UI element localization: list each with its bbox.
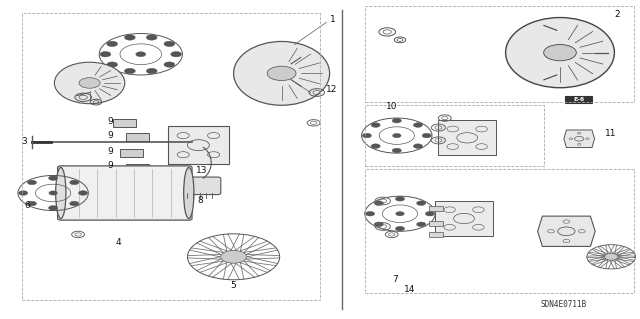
Circle shape xyxy=(164,41,175,47)
Circle shape xyxy=(392,148,401,153)
Circle shape xyxy=(124,68,135,74)
Circle shape xyxy=(413,144,422,148)
Circle shape xyxy=(221,250,246,263)
Ellipse shape xyxy=(56,167,66,219)
Circle shape xyxy=(371,144,380,148)
Text: 9: 9 xyxy=(108,117,113,126)
Circle shape xyxy=(362,133,371,138)
Circle shape xyxy=(374,201,383,205)
Text: 1: 1 xyxy=(330,15,335,24)
Circle shape xyxy=(49,206,58,210)
Circle shape xyxy=(79,191,88,195)
Circle shape xyxy=(164,62,175,67)
Circle shape xyxy=(49,191,58,195)
Circle shape xyxy=(396,197,404,201)
Text: E-6: E-6 xyxy=(573,97,584,102)
Circle shape xyxy=(374,222,383,226)
FancyBboxPatch shape xyxy=(565,96,592,103)
Ellipse shape xyxy=(234,41,330,105)
Circle shape xyxy=(543,44,577,61)
Circle shape xyxy=(171,52,182,57)
Text: 11: 11 xyxy=(605,130,617,138)
Text: 9: 9 xyxy=(108,147,113,156)
Circle shape xyxy=(426,211,435,216)
Circle shape xyxy=(147,68,157,74)
Bar xyxy=(438,120,496,155)
Circle shape xyxy=(19,191,28,195)
Text: 8: 8 xyxy=(198,197,203,205)
Text: 14: 14 xyxy=(404,285,415,294)
Bar xyxy=(429,232,443,237)
Text: 3: 3 xyxy=(22,137,27,146)
Circle shape xyxy=(422,133,431,138)
Bar xyxy=(429,206,443,211)
Circle shape xyxy=(49,176,58,180)
Circle shape xyxy=(268,66,296,81)
FancyBboxPatch shape xyxy=(58,166,192,220)
Text: 6: 6 xyxy=(24,201,29,210)
Circle shape xyxy=(28,180,36,185)
Text: 10: 10 xyxy=(386,102,397,111)
Text: 2: 2 xyxy=(615,10,620,19)
Circle shape xyxy=(28,201,36,206)
Circle shape xyxy=(147,35,157,40)
Circle shape xyxy=(136,52,146,57)
Bar xyxy=(126,164,149,171)
Circle shape xyxy=(392,118,401,123)
Polygon shape xyxy=(538,216,595,246)
Ellipse shape xyxy=(54,62,125,104)
Text: 4: 4 xyxy=(116,238,121,247)
Circle shape xyxy=(396,226,404,231)
Text: SDN4E0711B: SDN4E0711B xyxy=(540,300,586,309)
Circle shape xyxy=(396,211,404,216)
Circle shape xyxy=(79,78,100,88)
Circle shape xyxy=(100,52,111,57)
Circle shape xyxy=(604,253,618,260)
Bar xyxy=(120,149,143,157)
Text: 9: 9 xyxy=(108,131,113,140)
Circle shape xyxy=(107,62,118,67)
Circle shape xyxy=(371,123,380,127)
Circle shape xyxy=(417,201,426,205)
Text: 12: 12 xyxy=(326,85,337,94)
Bar xyxy=(168,126,229,164)
Ellipse shape xyxy=(184,167,194,219)
Circle shape xyxy=(124,35,135,40)
Bar xyxy=(429,221,443,226)
Text: 9: 9 xyxy=(108,161,113,170)
Circle shape xyxy=(417,222,426,226)
Circle shape xyxy=(107,41,118,47)
Bar xyxy=(435,201,493,236)
Circle shape xyxy=(413,123,422,127)
FancyBboxPatch shape xyxy=(179,177,221,195)
Circle shape xyxy=(365,211,374,216)
Circle shape xyxy=(392,133,401,138)
Text: 13: 13 xyxy=(196,166,207,175)
Text: 5: 5 xyxy=(231,281,236,290)
Text: 7: 7 xyxy=(392,275,397,284)
Polygon shape xyxy=(564,130,595,147)
Bar xyxy=(126,133,149,141)
Ellipse shape xyxy=(506,18,614,88)
Circle shape xyxy=(70,201,79,206)
Circle shape xyxy=(70,180,79,185)
Bar xyxy=(113,119,136,127)
